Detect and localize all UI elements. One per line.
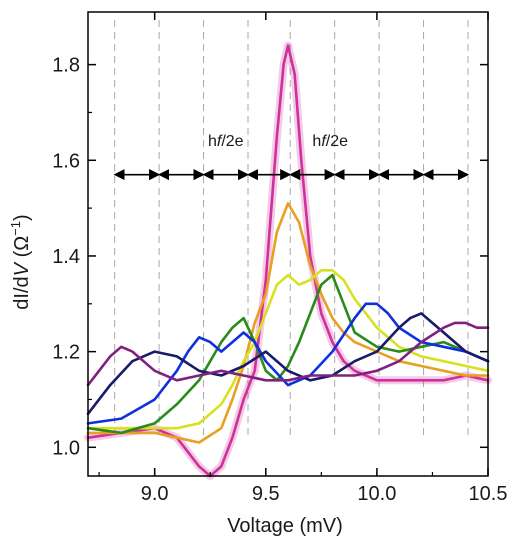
series-3-line (86, 273, 490, 435)
y-tick-label: 1.2 (52, 342, 80, 364)
series-2-line (86, 269, 490, 430)
y-tick-label: 1.6 (52, 150, 80, 172)
reference-lines (114, 20, 469, 436)
x-axis-ticks: 9.0 9.5 10.0 10.5 (98, 12, 508, 505)
plot-frame (87, 11, 489, 477)
annotation-hf-2e-right: hf/2e (312, 133, 348, 150)
series-0-glow (84, 41, 492, 480)
x-axis-label: Voltage (mV) (227, 515, 343, 537)
y-tick-label: 1.0 (52, 437, 80, 459)
series-5-line (86, 312, 490, 416)
series-4-line (86, 302, 490, 425)
x-tick-label: 10.5 (469, 483, 508, 505)
annotation-hf-2e-left: hf/2e (208, 133, 244, 150)
y-tick-label: 1.4 (52, 246, 80, 268)
y-axis-label: dI/dV (Ω−1) (8, 214, 33, 309)
series-layer (84, 41, 492, 480)
x-tick-label: 9.0 (141, 483, 169, 505)
x-tick-label: 9.5 (252, 483, 280, 505)
y-tick-label: 1.8 (52, 55, 80, 77)
x-tick-label: 10.0 (357, 483, 396, 505)
series-1-line (86, 202, 490, 444)
y-axis-ticks: 1.0 1.2 1.4 1.6 1.8 (52, 55, 488, 459)
series-6-line (86, 321, 490, 387)
series-0-line (86, 44, 490, 478)
